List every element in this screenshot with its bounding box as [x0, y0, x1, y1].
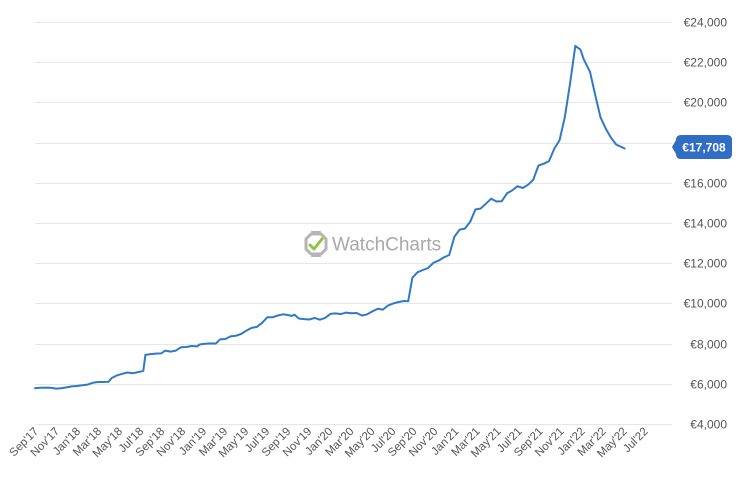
y-tick-label: €22,000: [684, 56, 728, 70]
watchcharts-watermark: WatchCharts: [304, 231, 441, 257]
current-value-badge-background: [672, 135, 732, 159]
y-tick-label: €4,000: [690, 418, 727, 432]
y-tick-label: €10,000: [684, 297, 728, 311]
watermark-text: WatchCharts: [332, 235, 441, 256]
gridlines: [35, 22, 672, 425]
current-value-label: €17,708: [682, 141, 726, 155]
price-series-line: [34, 44, 626, 390]
x-axis-tick-labels: Sep'17Nov'17Jan'18Mar'18May'18Jul'18Sep'…: [8, 426, 651, 460]
current-value-badge: €17,708: [672, 135, 732, 159]
y-axis-tick-labels: €4,000 €6,000 €8,000 €10,000 €12,000 €14,000 €…: [684, 16, 728, 432]
watchcharts-logo-icon: [304, 231, 328, 257]
y-tick-label: €8,000: [690, 338, 727, 352]
y-tick-label: €14,000: [684, 217, 728, 231]
series-layer: [34, 44, 626, 390]
x-tick-label: Jul'22: [621, 426, 650, 455]
y-tick-label: €16,000: [684, 177, 728, 191]
y-tick-label: €24,000: [684, 16, 728, 30]
y-tick-label: €6,000: [690, 378, 727, 392]
y-tick-label: €20,000: [684, 96, 728, 110]
y-tick-label: €12,000: [684, 257, 728, 271]
